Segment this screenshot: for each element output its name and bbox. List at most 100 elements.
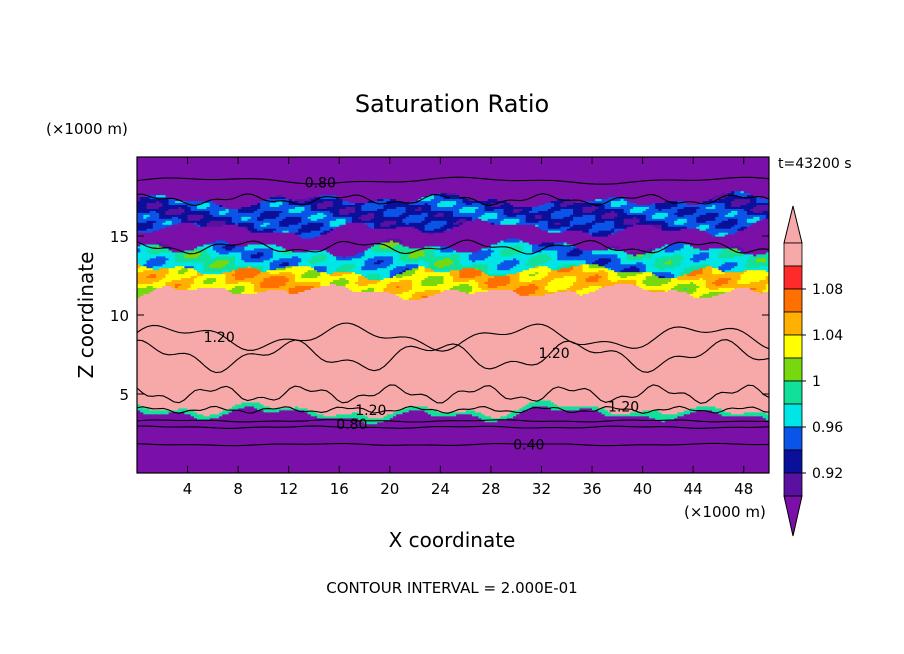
field-cell	[497, 451, 501, 454]
field-cell	[238, 449, 242, 452]
field-cell	[708, 469, 713, 472]
field-cell	[348, 457, 353, 460]
field-cell	[326, 463, 331, 466]
field-cell	[443, 469, 448, 472]
field-cell	[528, 461, 533, 464]
field-cell	[525, 451, 530, 454]
field-cell	[430, 441, 435, 444]
field-cell	[159, 463, 163, 466]
field-cell	[462, 455, 467, 458]
field-cell	[257, 467, 261, 470]
field-cell	[143, 441, 148, 444]
field-cell	[402, 471, 407, 473]
field-cell	[415, 469, 419, 472]
field-cell	[225, 441, 230, 444]
field-cell	[661, 457, 666, 460]
field-cell	[550, 449, 555, 452]
field-cell	[437, 445, 441, 448]
field-cell	[696, 469, 701, 472]
field-cell	[629, 459, 634, 462]
field-cell	[497, 441, 501, 444]
field-cell	[405, 465, 410, 468]
field-cell	[140, 469, 144, 472]
field-cell	[301, 469, 306, 472]
field-cell	[396, 447, 400, 450]
field-cell	[342, 455, 347, 458]
field-cell	[592, 451, 596, 454]
field-cell	[364, 453, 369, 456]
field-cell	[626, 455, 631, 458]
field-cell	[746, 459, 751, 462]
field-cell	[702, 461, 707, 464]
field-cell	[206, 453, 211, 456]
field-cell	[374, 453, 378, 456]
field-cell	[263, 455, 268, 458]
field-cell	[699, 457, 704, 460]
field-cell	[212, 443, 217, 446]
field-cell	[705, 447, 710, 450]
field-cell	[396, 461, 400, 464]
field-cell	[408, 461, 413, 464]
field-cell	[509, 471, 514, 473]
field-cell	[168, 469, 173, 472]
field-cell	[174, 463, 179, 466]
field-cell	[424, 447, 429, 450]
field-cell	[295, 463, 299, 466]
field-cell	[705, 457, 710, 460]
field-cell	[279, 445, 283, 448]
field-cell	[712, 459, 716, 462]
field-cell	[592, 449, 596, 452]
field-cell	[342, 441, 347, 444]
field-cell	[313, 467, 318, 470]
field-cell	[152, 445, 157, 448]
field-cell	[380, 453, 385, 456]
field-cell	[361, 441, 366, 444]
field-cell	[664, 463, 669, 466]
field-cell	[680, 457, 685, 460]
field-cell	[295, 453, 299, 456]
field-cell	[137, 459, 141, 462]
field-cell	[155, 447, 160, 450]
field-cell	[576, 469, 580, 472]
field-cell	[756, 457, 761, 460]
field-cell	[532, 447, 536, 450]
field-cell	[535, 467, 539, 470]
field-cell	[411, 457, 416, 460]
field-cell	[276, 451, 280, 454]
field-cell	[434, 459, 438, 462]
field-cell	[178, 441, 182, 444]
field-cell	[307, 455, 312, 458]
field-cell	[671, 465, 675, 468]
field-cell	[279, 447, 283, 450]
field-cell	[519, 467, 524, 470]
field-cell	[702, 443, 707, 446]
field-cell	[187, 451, 192, 454]
field-cell	[566, 459, 571, 462]
field-cell	[351, 459, 356, 462]
field-cell	[513, 449, 517, 452]
field-cell	[519, 459, 524, 462]
field-cell	[487, 463, 492, 466]
field-cell	[421, 467, 426, 470]
field-cell	[405, 455, 410, 458]
field-cell	[620, 455, 625, 458]
field-cell	[399, 445, 404, 448]
field-cell	[579, 455, 584, 458]
field-cell	[525, 447, 530, 450]
field-cell	[355, 467, 359, 470]
field-cell	[494, 471, 498, 473]
field-cell	[462, 465, 467, 468]
field-cell	[212, 451, 217, 454]
field-cell	[313, 469, 318, 472]
field-cell	[171, 463, 176, 466]
field-cell	[310, 455, 315, 458]
field-cell	[478, 471, 483, 473]
field-cell	[563, 471, 568, 473]
field-cell	[538, 457, 543, 460]
field-cell	[323, 463, 328, 466]
field-cell	[430, 457, 435, 460]
field-cell	[513, 467, 517, 470]
field-cell	[155, 441, 160, 444]
field-cell	[137, 445, 141, 448]
field-cell	[212, 453, 217, 456]
